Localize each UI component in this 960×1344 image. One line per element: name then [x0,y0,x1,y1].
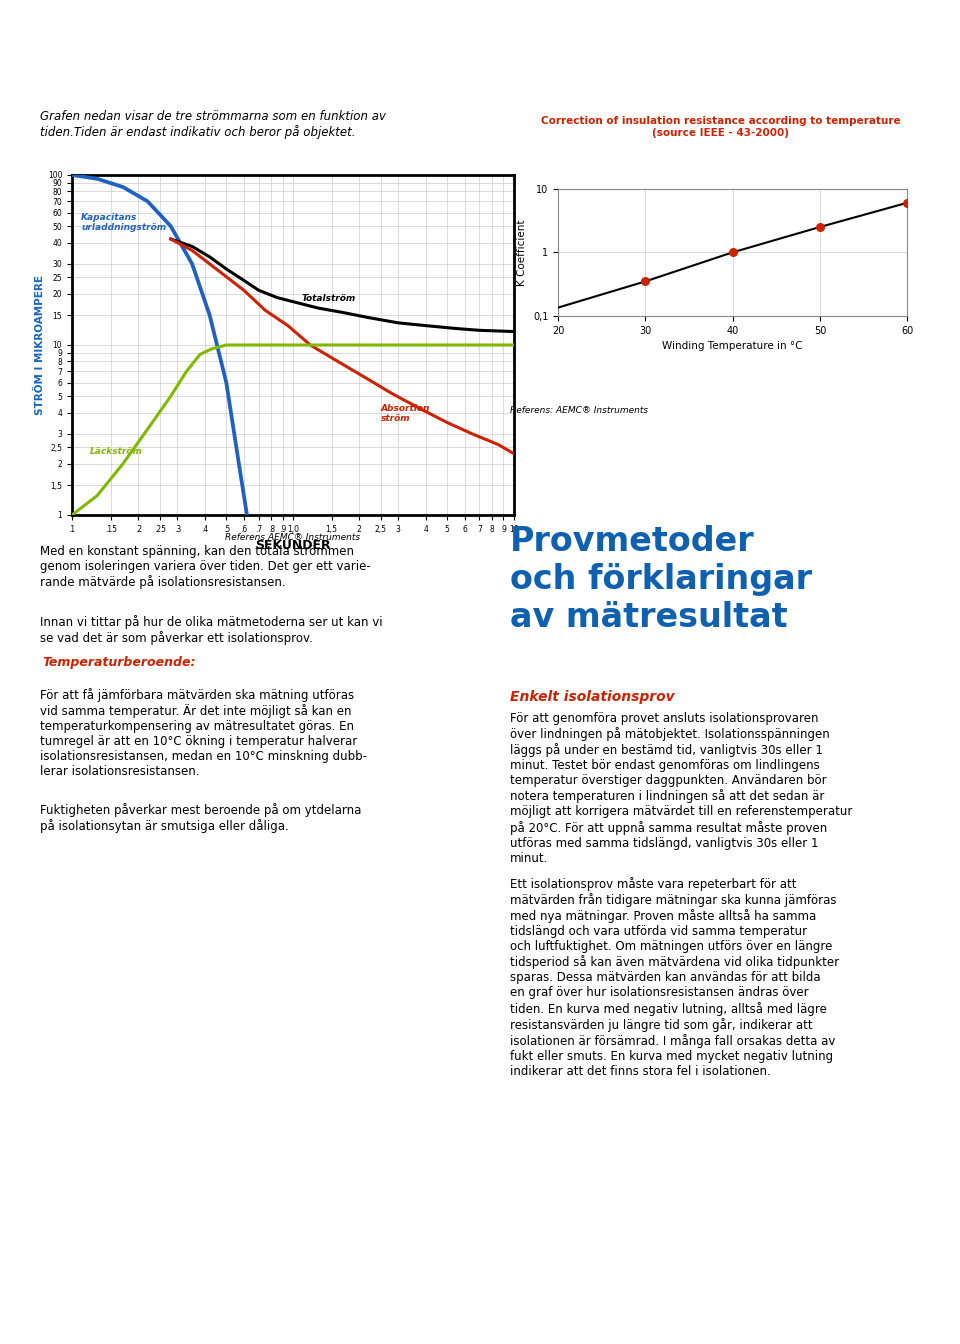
Text: Temperaturberoende:: Temperaturberoende: [42,656,196,669]
Text: Grafen nedan visar de tre strömmarna som en funktion av
tiden.Tiden är endast in: Grafen nedan visar de tre strömmarna som… [40,110,386,140]
X-axis label: SEKUNDER: SEKUNDER [255,539,330,552]
Text: Kapacitans
urladdningström: Kapacitans urladdningström [82,212,166,233]
Text: Correction of insulation resistance according to temperature
(source IEEE - 43-2: Correction of insulation resistance acco… [540,117,900,138]
Y-axis label: STRÖM I MIKROAMPERE: STRÖM I MIKROAMPERE [35,276,45,415]
Text: Läckström: Läckström [89,448,142,457]
Text: För att genomföra provet ansluts isolationsprovaren
över lindningen på mätobjekt: För att genomföra provet ansluts isolati… [510,712,852,864]
Text: Fuktigheten påverkar mest beroende på om ytdelarna
på isolationsytan är smutsiga: Fuktigheten påverkar mest beroende på om… [40,802,361,833]
Text: För att få jämförbara mätvärden ska mätning utföras
vid samma temperatur. Är det: För att få jämförbara mätvärden ska mätn… [40,688,367,778]
Text: Enkelt isolationsprov: Enkelt isolationsprov [510,689,675,704]
Text: Referens AEMC® Instruments: Referens AEMC® Instruments [226,534,360,542]
Text: Innan vi tittar på hur de olika mätmetoderna ser ut kan vi
se vad det är som påv: Innan vi tittar på hur de olika mätmetod… [40,616,383,645]
Text: 4: 4 [53,1325,63,1340]
Point [812,216,828,238]
Text: Med en konstant spänning, kan den totala strömmen
genom isoleringen variera över: Med en konstant spänning, kan den totala… [40,546,371,589]
Point [725,242,740,263]
X-axis label: Winding Temperature in °C: Winding Temperature in °C [662,341,803,351]
Text: Ett isolationsprov måste vara repeterbart för att
mätvärden från tidigare mätnin: Ett isolationsprov måste vara repeterbar… [510,878,839,1078]
Point [900,192,915,214]
Text: Totalström: Totalström [302,294,356,302]
Text: Provmetoder
och förklaringar
av mätresultat: Provmetoder och förklaringar av mätresul… [510,526,812,634]
Text: Referens: AEMC® Instruments: Referens: AEMC® Instruments [510,406,648,415]
Point [637,270,653,292]
Text: Absortion
ström: Absortion ström [381,405,430,423]
Y-axis label: K Coefficient: K Coefficient [517,219,527,286]
